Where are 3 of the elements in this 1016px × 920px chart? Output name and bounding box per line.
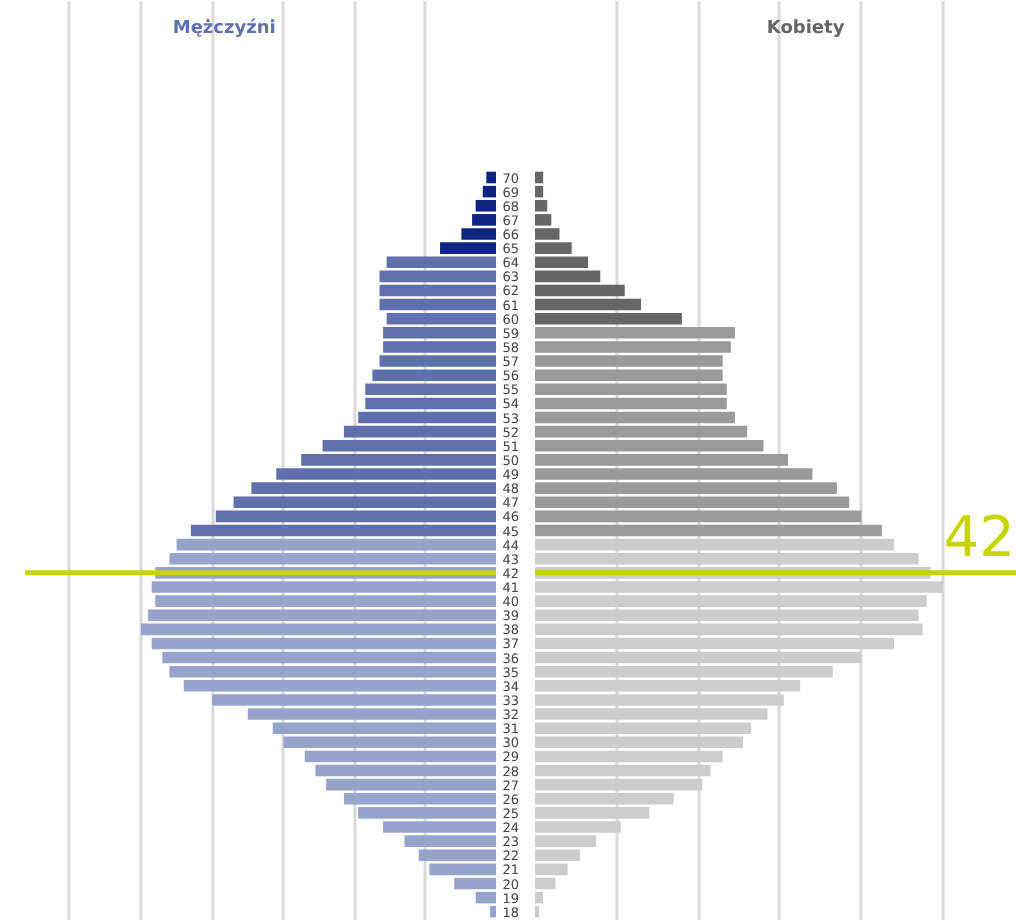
text: Mężczyźni [172,17,276,40]
ref-line-label: 42 [943,503,1015,570]
text: Kobiety [766,19,845,40]
